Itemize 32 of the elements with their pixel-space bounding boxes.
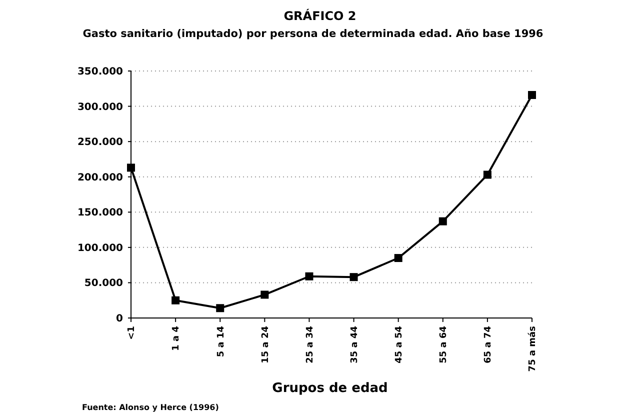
point — [350, 273, 358, 282]
y-tick-label: 100.000 — [77, 242, 124, 254]
x-tick-label: 65 a 74 — [484, 326, 494, 364]
y-tick-label: 150.000 — [77, 208, 124, 219]
y-tick-label: 300.000 — [77, 102, 124, 113]
x-tick-label: 15 a 24 — [260, 326, 271, 364]
chart-subtitle: Gasto sanitario (imputado) por persona de determinada edad. Año base 1996 — [82, 28, 544, 40]
x-tick-label: 1 a 4 — [172, 326, 182, 351]
chart-title: GRÁFICO 2 — [284, 8, 356, 23]
x-tick-label: 35 a 44 — [350, 326, 360, 364]
x-tick-label: 55 a 64 — [439, 326, 450, 364]
y-tick-label: 250.000 — [77, 137, 124, 148]
x-tick-label: <1 — [127, 326, 138, 340]
point — [216, 304, 224, 312]
source-note: Fuente: Alonso y Herce (1996) — [82, 403, 219, 412]
point — [438, 217, 447, 226]
x-tick-label: 5 a 14 — [216, 326, 226, 358]
point — [483, 170, 492, 179]
x-axis-title: Grupos de edad — [272, 381, 388, 396]
point — [528, 90, 536, 99]
y-tick-label: 350.000 — [77, 66, 124, 78]
point — [394, 254, 402, 262]
x-tick-label: 25 a 34 — [305, 326, 316, 364]
x-tick-label: 75 a más — [527, 326, 538, 372]
point — [260, 290, 269, 299]
y-tick-label: 0 — [116, 314, 124, 324]
y-tick-label: 200.000 — [77, 172, 124, 184]
point — [305, 272, 314, 280]
y-tick-label: 50.000 — [84, 278, 124, 290]
point — [172, 296, 180, 304]
point — [127, 164, 135, 172]
x-tick-label: 45 a 54 — [394, 326, 404, 364]
